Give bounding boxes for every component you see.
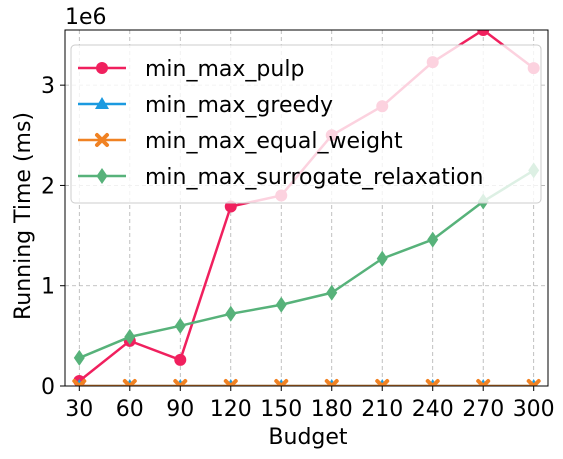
y-tick-label: 3 xyxy=(41,74,55,99)
legend-label: min_max_pulp xyxy=(145,57,304,82)
legend-marker xyxy=(95,97,109,109)
y-axis-ticks: 0 1 2 3 xyxy=(41,74,65,400)
legend-label: min_max_greedy xyxy=(145,93,333,118)
y-offset-label: 1e6 xyxy=(65,5,107,30)
x-tick-label: 180 xyxy=(311,397,353,422)
legend-box xyxy=(70,44,542,204)
data-point xyxy=(174,317,186,334)
legend-item: min_max_surrogate_relaxation xyxy=(78,165,483,190)
legend-marker xyxy=(96,62,108,74)
x-tick-label: 240 xyxy=(412,397,454,422)
legend-item: min_max_greedy xyxy=(78,93,333,118)
data-point xyxy=(274,379,289,386)
legend-item: min_max_equal_weight xyxy=(78,129,403,154)
legend-label: min_max_equal_weight xyxy=(145,129,403,154)
x-axis-label: Budget xyxy=(268,425,348,450)
data-point xyxy=(476,379,491,386)
data-point xyxy=(72,379,87,386)
x-tick-label: 60 xyxy=(116,397,144,422)
data-point xyxy=(376,250,388,267)
data-point xyxy=(73,349,85,366)
x-tick-label: 90 xyxy=(166,397,194,422)
x-tick-label: 270 xyxy=(462,397,504,422)
y-axis-label: Running Time (ms) xyxy=(11,112,36,320)
data-point xyxy=(225,305,237,322)
x-axis-ticks: 30 60 90 120 150 180 210 240 270 300 xyxy=(65,386,555,422)
data-point xyxy=(174,353,187,366)
data-point xyxy=(324,379,339,386)
data-point xyxy=(477,30,490,36)
y-tick-label: 1 xyxy=(41,275,55,300)
data-point xyxy=(326,284,338,301)
data-point xyxy=(425,379,440,386)
x-tick-label: 150 xyxy=(260,397,302,422)
plot-frame xyxy=(64,29,549,387)
data-point xyxy=(124,328,136,345)
data-point xyxy=(427,231,439,248)
legend-marker xyxy=(96,168,108,184)
legend-label: min_max_surrogate_relaxation xyxy=(145,165,483,190)
legend-marker xyxy=(95,133,109,147)
legend: min_max_pulp min_max_greedy min_max_equal_… xyxy=(70,44,542,204)
series-line xyxy=(78,169,535,360)
data-point xyxy=(526,379,541,386)
x-tick-label: 210 xyxy=(361,397,403,422)
y-tick-label: 2 xyxy=(41,174,55,199)
x-tick-label: 30 xyxy=(65,397,93,422)
x-tick-label: 300 xyxy=(513,397,555,422)
x-tick-label: 120 xyxy=(210,397,252,422)
series-min_max_equal_weight xyxy=(72,379,541,386)
data-point xyxy=(173,379,188,386)
data-point xyxy=(223,379,238,386)
data-point xyxy=(122,379,137,386)
data-point xyxy=(275,296,287,313)
legend-item: min_max_pulp xyxy=(78,57,304,82)
y-tick-label: 0 xyxy=(41,375,55,400)
data-point xyxy=(375,379,390,386)
